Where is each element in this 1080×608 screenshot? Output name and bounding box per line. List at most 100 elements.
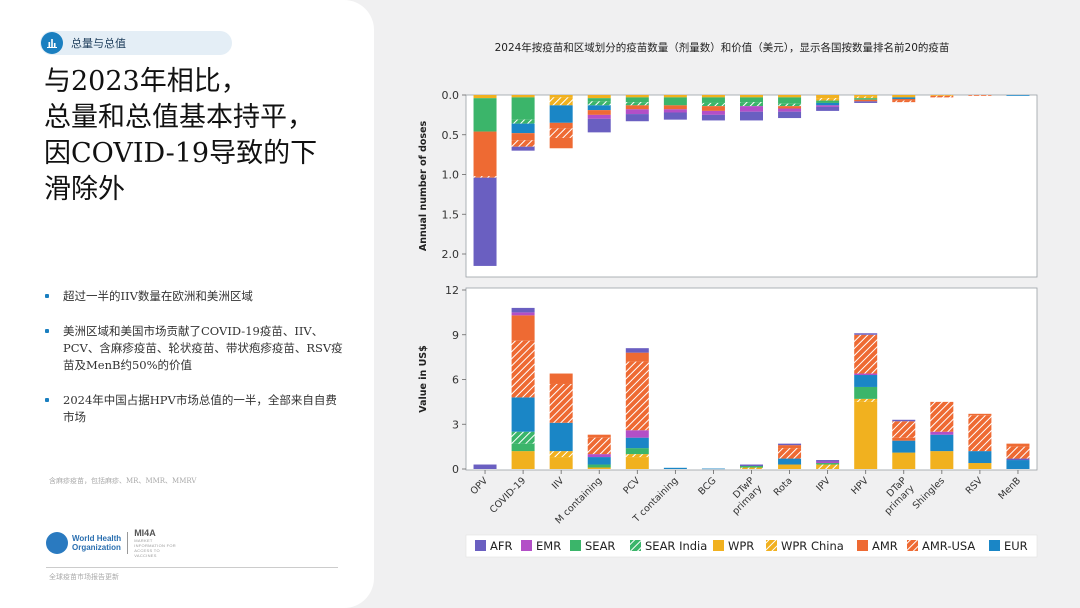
bar-segment bbox=[549, 137, 573, 149]
x-tick-label: DTaPprimary bbox=[875, 475, 917, 517]
who-logo-line: World Health bbox=[72, 534, 122, 543]
bar-segment bbox=[892, 421, 916, 438]
bar-segment bbox=[511, 307, 535, 313]
bar-segment bbox=[892, 419, 916, 422]
legend-swatch-sear-india bbox=[630, 540, 641, 551]
bar-segment bbox=[473, 464, 497, 469]
footer-divider bbox=[46, 567, 338, 568]
bar-segment bbox=[740, 467, 763, 469]
bar-segment bbox=[625, 437, 649, 449]
legend-swatch-eur bbox=[989, 540, 1000, 551]
bullet-item: 超过一半的IIV数量在欧洲和美洲区域 bbox=[44, 288, 344, 305]
bar-segment bbox=[625, 95, 649, 98]
bar-segment bbox=[930, 95, 954, 96]
footnote: 含麻疹疫苗，包括麻疹、MR、MMR、MMRV bbox=[49, 477, 197, 485]
bar-segment bbox=[587, 95, 611, 99]
bar-segment bbox=[549, 128, 573, 138]
bar-segment bbox=[854, 334, 878, 374]
bar-segment bbox=[854, 333, 878, 335]
bar-segment bbox=[625, 114, 649, 122]
legend-label: SEAR bbox=[585, 539, 615, 553]
bar-segment bbox=[701, 95, 725, 98]
bar-segment bbox=[473, 98, 497, 132]
bar-segment bbox=[1006, 446, 1030, 459]
bar-segment bbox=[930, 95, 954, 98]
bullet-list: 超过一半的IIV数量在欧洲和美洲区域 美洲区域和美国市场贡献了COVID-19疫… bbox=[44, 288, 344, 444]
bar-segment bbox=[892, 98, 916, 101]
bar-segment bbox=[549, 95, 573, 98]
bar-segment bbox=[549, 105, 573, 123]
bar-segment bbox=[663, 105, 687, 110]
bar-segment bbox=[854, 98, 878, 100]
legend-label: EUR bbox=[1004, 539, 1028, 553]
mi4a-logo-text: MI4A bbox=[134, 528, 156, 538]
bar-segment bbox=[511, 312, 535, 316]
bar-segment bbox=[892, 95, 916, 98]
page-title-line: 与2023年相比， bbox=[44, 66, 248, 97]
bar-segment bbox=[778, 95, 802, 98]
bar-segment bbox=[701, 114, 725, 121]
mi4a-logo-subtitle: MARKET INFORMATION FOR ACCESS TO VACCINE… bbox=[134, 538, 176, 558]
bar-segment bbox=[968, 95, 992, 96]
page-title-line: 总量和总值基本持平， bbox=[44, 102, 314, 133]
bar-segment bbox=[549, 383, 573, 423]
bar-segment bbox=[663, 97, 687, 106]
bar-segment bbox=[778, 445, 802, 449]
bar-segment bbox=[854, 101, 878, 103]
y-axis-label: Annual number of doses bbox=[418, 120, 429, 251]
bar-segment bbox=[740, 466, 763, 468]
bar-segment bbox=[930, 401, 954, 432]
x-tick-label: PCV bbox=[621, 475, 642, 496]
bar-segment bbox=[549, 122, 573, 129]
y-tick-label: 12 bbox=[445, 284, 459, 297]
bar-segment bbox=[663, 112, 687, 120]
who-logo-line: Organization bbox=[72, 543, 121, 552]
bar-segment bbox=[1006, 458, 1030, 461]
bar-segment bbox=[511, 119, 535, 124]
bar-segment bbox=[511, 315, 535, 341]
legend-swatch-sear bbox=[570, 540, 581, 551]
who-logo-icon bbox=[46, 532, 68, 554]
bar-segment bbox=[968, 463, 992, 469]
legend-label: WPR bbox=[728, 539, 754, 553]
legend-swatch-wpr-china bbox=[766, 540, 777, 551]
bar-segment bbox=[587, 434, 611, 438]
bar-segment bbox=[473, 95, 497, 99]
x-tick-label: HPV bbox=[849, 475, 871, 497]
bar-segment bbox=[511, 443, 535, 452]
bar-segment bbox=[587, 105, 611, 111]
bar-segment bbox=[473, 131, 497, 177]
left-panel bbox=[0, 0, 374, 608]
bar-segment bbox=[778, 103, 802, 107]
bar-segment bbox=[854, 96, 878, 99]
x-tick-label: Rota bbox=[772, 475, 795, 498]
bar-segment bbox=[549, 457, 573, 469]
bar-segment bbox=[892, 100, 916, 103]
y-tick-label: 3 bbox=[452, 418, 459, 431]
bar-segment bbox=[1006, 443, 1030, 447]
bar-segment bbox=[854, 373, 878, 376]
bar-segment bbox=[625, 352, 649, 362]
bar-segment bbox=[625, 430, 649, 438]
x-tick-label: RSV bbox=[964, 475, 986, 497]
bar-segment bbox=[740, 111, 763, 121]
bar-segment bbox=[778, 108, 802, 112]
logo-divider bbox=[127, 532, 129, 554]
y-tick-label: 1.5 bbox=[442, 208, 460, 221]
bar-segment bbox=[549, 97, 573, 106]
bullet-item: 2024年中国占据HPV市场总值的一半，全部来自自费市场 bbox=[44, 392, 344, 426]
bar-segment bbox=[701, 110, 725, 115]
bar-segment bbox=[701, 468, 725, 470]
legend-label: WPR China bbox=[781, 539, 844, 553]
y-tick-label: 6 bbox=[452, 374, 459, 387]
bar-segment bbox=[854, 401, 878, 469]
bar-segment bbox=[511, 95, 535, 98]
legend-label: EMR bbox=[536, 539, 561, 553]
bar-segment bbox=[854, 95, 878, 97]
bar-segment bbox=[511, 97, 535, 120]
bar-segment bbox=[778, 106, 802, 109]
bar-segment bbox=[625, 448, 649, 455]
x-tick-label: MenB bbox=[997, 475, 1024, 502]
legend-label: AMR-USA bbox=[922, 539, 975, 553]
bar-segment bbox=[892, 440, 916, 453]
